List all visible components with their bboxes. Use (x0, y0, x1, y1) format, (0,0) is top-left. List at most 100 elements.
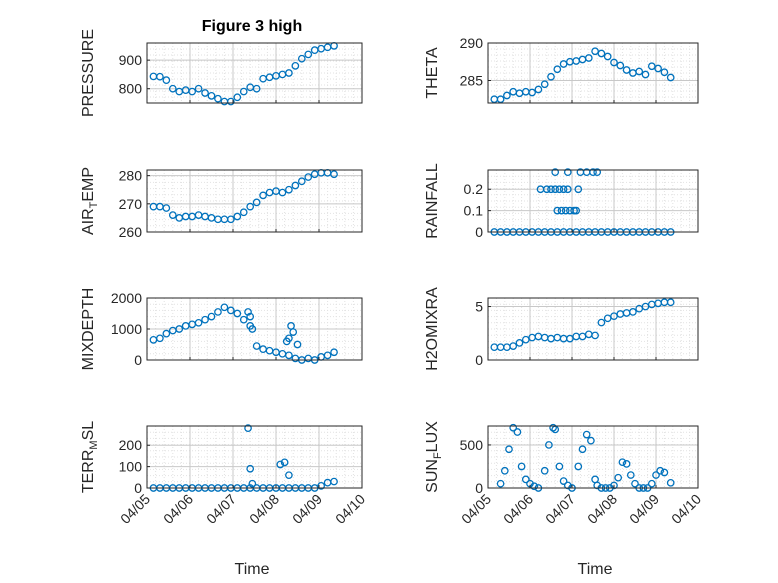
y-tick-label: 100 (119, 459, 143, 475)
data-point (555, 185, 564, 194)
data-point (505, 445, 513, 454)
y-tick-label: 0 (134, 352, 142, 368)
axes-frame (146, 169, 363, 233)
data-point (572, 206, 581, 215)
data-point (652, 471, 660, 479)
data-point (227, 215, 235, 224)
data-point (227, 306, 235, 315)
data-point (551, 185, 560, 194)
y-tick-label: 500 (460, 437, 484, 453)
data-point (547, 185, 555, 194)
data-point (545, 441, 553, 449)
data-point (233, 309, 242, 318)
data-point (528, 88, 536, 97)
data-point (297, 54, 306, 63)
data-point (593, 168, 602, 176)
data-point (317, 482, 325, 490)
subplot-air-temp: 260 270 280 AIRTEMP (80, 167, 363, 240)
y-tick-label: 0.2 (464, 181, 484, 197)
data-point (304, 173, 313, 181)
data-point (561, 206, 570, 215)
data-point (547, 72, 555, 81)
data-point (285, 471, 293, 480)
data-point (631, 479, 639, 488)
data-point (289, 328, 298, 336)
data-point (162, 204, 171, 212)
data-point (252, 342, 261, 350)
y-axis-label: AIRTEMP (80, 167, 100, 235)
subplot-pressure: 800 900 PRESSURE (80, 29, 363, 117)
data-point (534, 85, 543, 94)
data-point (660, 468, 669, 477)
data-point (540, 80, 549, 89)
data-point (207, 92, 216, 100)
data-point (194, 318, 203, 327)
data-point (603, 52, 612, 61)
data-point (214, 308, 222, 316)
data-point (656, 466, 665, 475)
subplot-rainfall: 0 0.1 0.2 RAINFALL (424, 163, 699, 240)
y-tick-label: 290 (460, 35, 484, 51)
subplot-sun-flux: 0 500 SUNFLUX 04/05 04/06 04/07 04/08 04/09 04/1… (424, 421, 704, 527)
data-point (162, 76, 171, 84)
y-tick-label: 800 (119, 81, 143, 97)
y-tick-label: 900 (119, 52, 143, 68)
data-point (647, 479, 656, 488)
data-point (201, 315, 209, 324)
data-point (618, 458, 627, 467)
data-point (233, 212, 242, 221)
x-axis-label-right: Time (578, 561, 613, 578)
x-tick-label: 04/08 (584, 491, 620, 527)
data-point (513, 428, 522, 436)
y-axis-label: THETA (424, 47, 441, 99)
y-axis-label: RAINFALL (424, 163, 441, 239)
data-point (248, 479, 257, 488)
data-point (246, 312, 255, 321)
y-axis-label: MIXDEPTH (80, 288, 97, 371)
y-axis-label: H2OMIXRA (424, 287, 441, 371)
data-point (239, 87, 248, 96)
data-point (233, 93, 242, 102)
x-tick-label: 04/09 (626, 491, 662, 527)
subplot-grid: 800 900 PRESSURE 285 290 THETA 260 270 280 AIRTEM… (80, 29, 704, 527)
axes-frame (487, 425, 699, 489)
data-point (175, 325, 184, 333)
y-tick-label: 5 (475, 299, 483, 315)
data-point (578, 445, 587, 454)
data-point (666, 73, 675, 82)
data-point (280, 458, 289, 467)
data-point (291, 181, 300, 190)
data-point (330, 477, 338, 486)
data-point (252, 84, 261, 93)
data-point (194, 84, 203, 93)
data-point (330, 348, 338, 357)
data-point (323, 351, 332, 360)
y-tick-label: 0 (475, 480, 483, 496)
data-point (616, 61, 625, 70)
plot-area (147, 170, 362, 232)
data-point (589, 168, 597, 176)
data-point (162, 329, 171, 338)
axes-frame (487, 42, 699, 104)
data-point (297, 177, 306, 186)
data-point (496, 95, 505, 104)
data-point (220, 303, 229, 312)
data-point (540, 466, 549, 475)
data-point (214, 94, 222, 103)
data-point (563, 168, 572, 176)
data-point (563, 185, 572, 194)
data-point (553, 65, 562, 74)
data-point (666, 478, 675, 487)
data-point (259, 191, 267, 200)
data-point (591, 331, 599, 340)
data-point (496, 479, 505, 488)
x-tick-label: 04/10 (332, 491, 368, 527)
data-point (641, 70, 650, 79)
data-point (551, 168, 560, 176)
x-tick-label: 04/06 (500, 491, 536, 527)
axes-frame (487, 297, 699, 361)
data-point (227, 97, 235, 106)
data-point (597, 49, 606, 58)
subplot-mixdepth: 0 1000 2000 MIXDEPTH (80, 288, 363, 371)
